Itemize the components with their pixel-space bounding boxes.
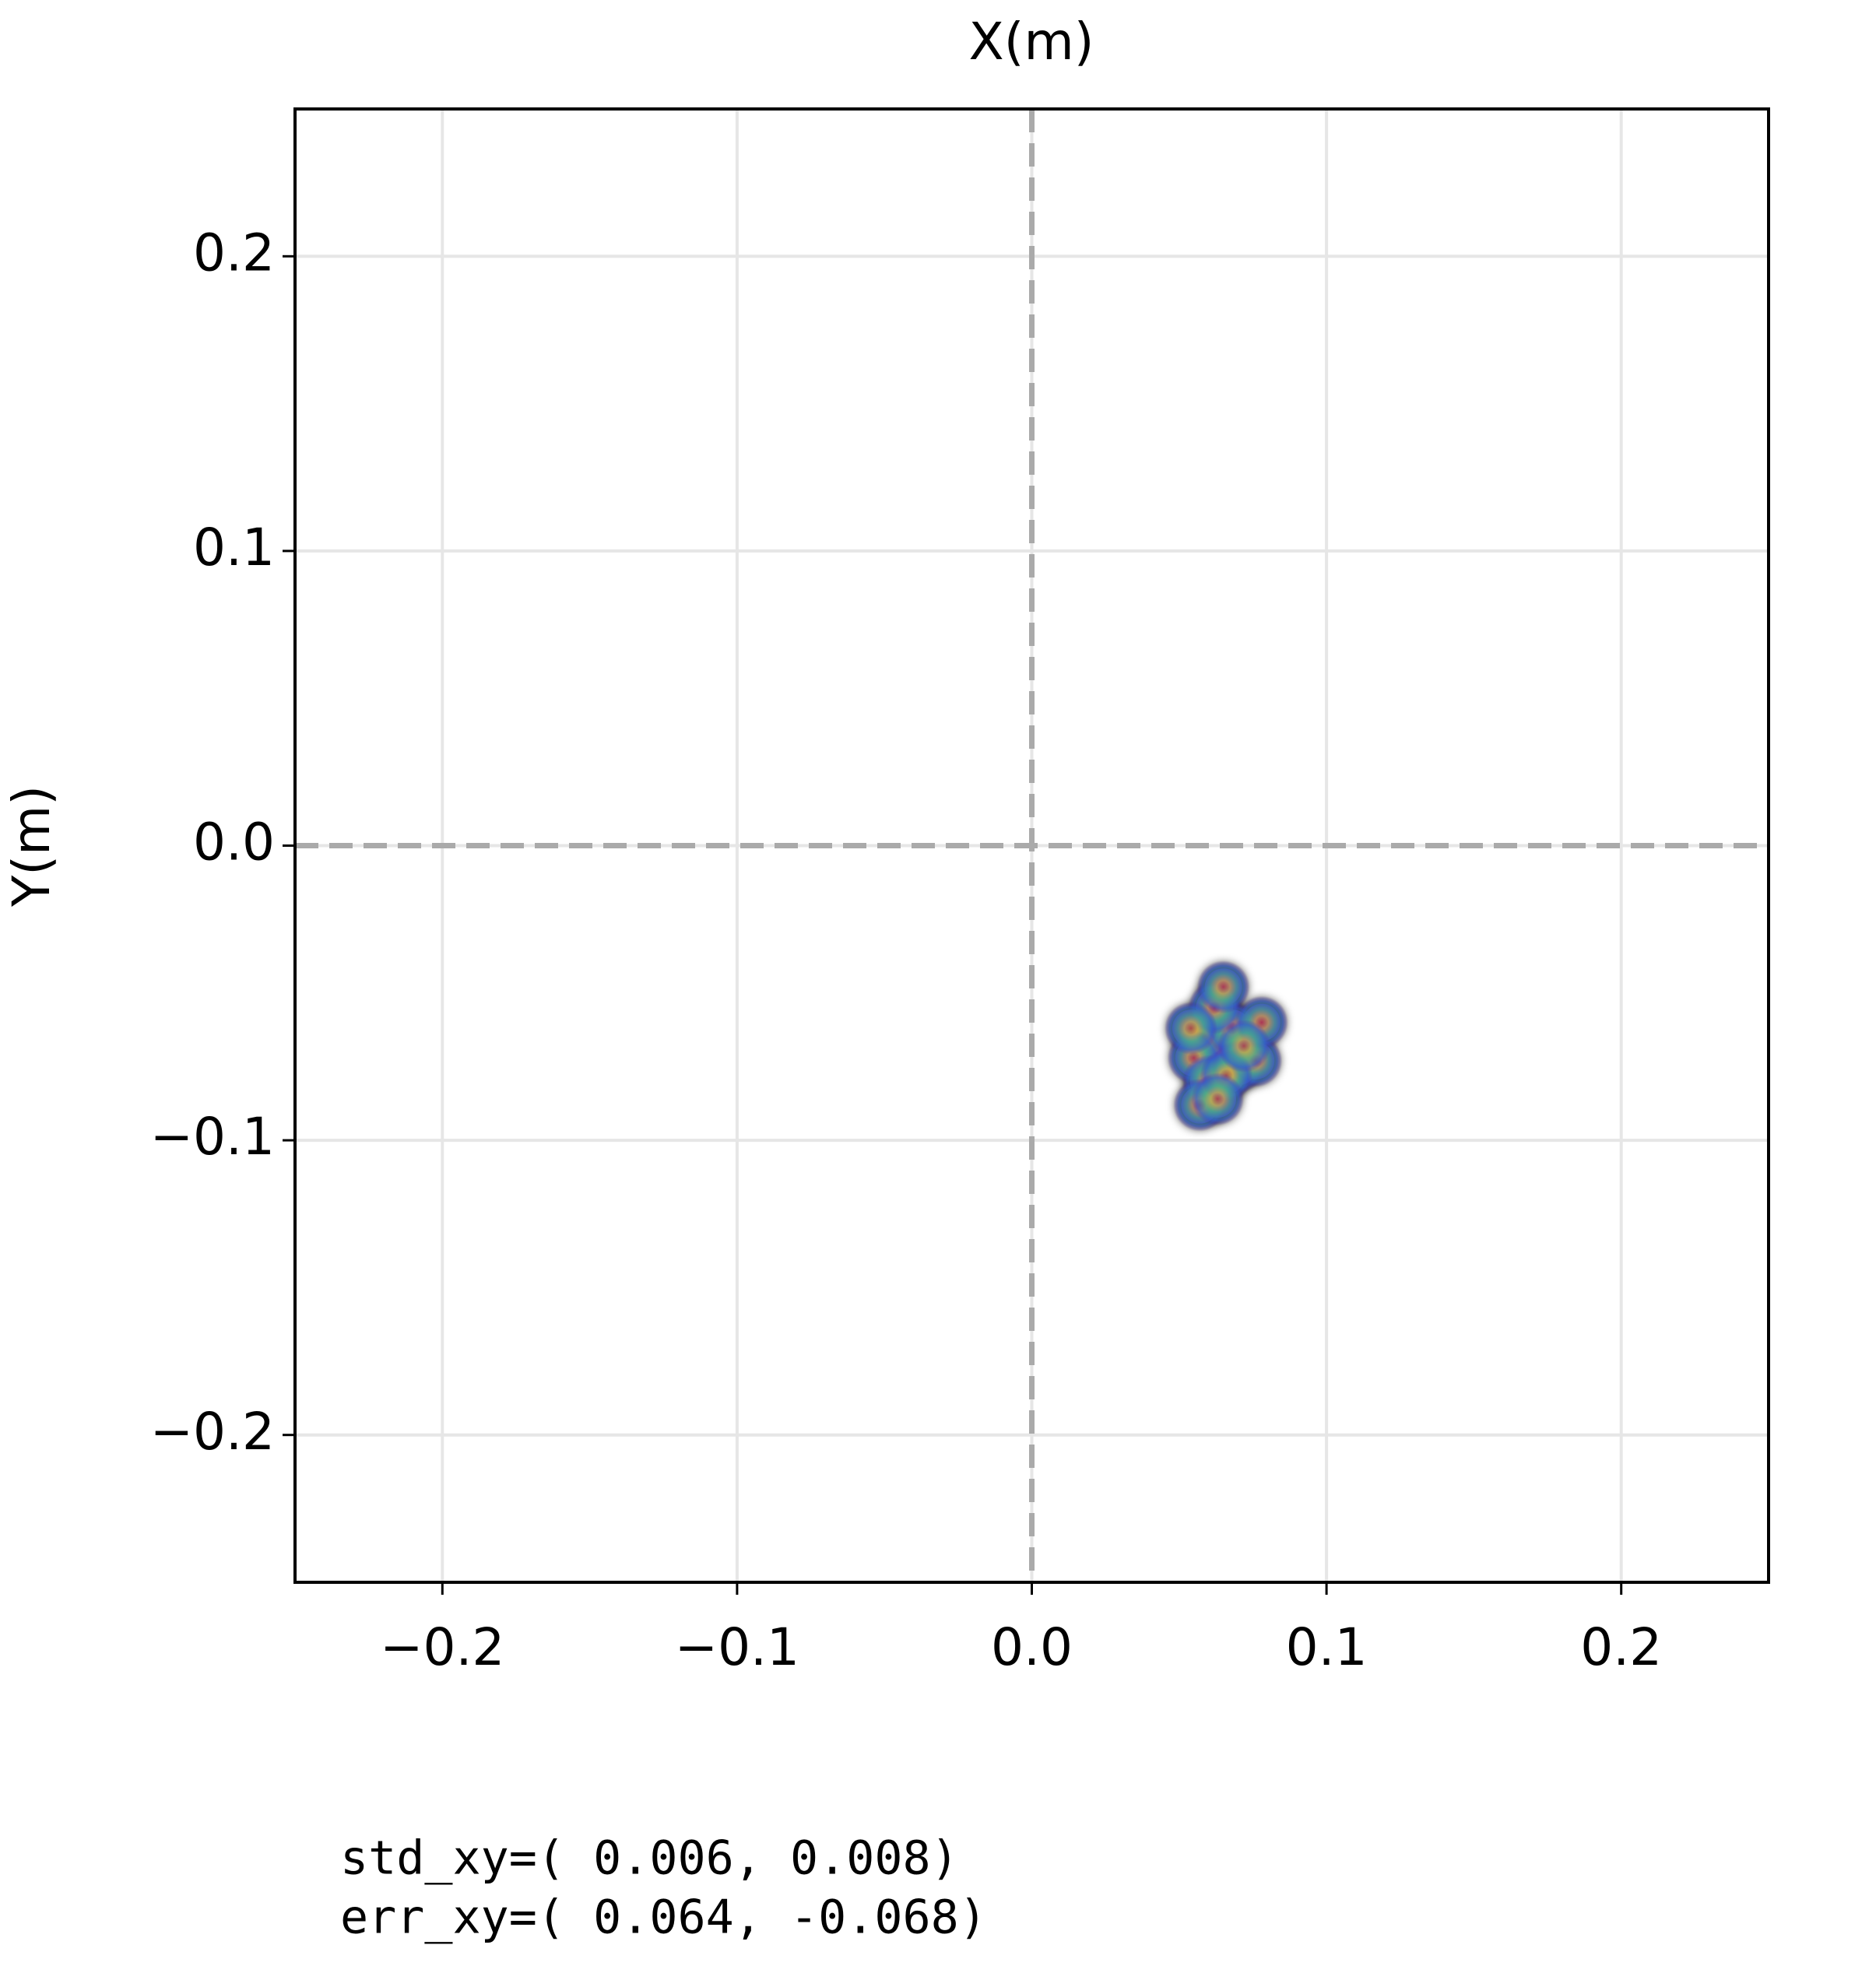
y-tick-label: −0.1 [150, 1107, 275, 1167]
y-axis-label: Y(m) [2, 785, 61, 908]
y-tick-label: 0.1 [193, 518, 275, 578]
point-heat [1196, 960, 1250, 1014]
x-tick-label: −0.2 [380, 1617, 504, 1677]
point-heat [1191, 1072, 1245, 1126]
annotation: std_xy=( 0.006, 0.008) [340, 1831, 959, 1886]
density-core [1164, 960, 1288, 1132]
x-tick-label: −0.1 [675, 1617, 799, 1677]
point-heat [1164, 1002, 1217, 1055]
annotation: err_xy=( 0.064, -0.068) [340, 1890, 987, 1945]
x-tick-label: 0.2 [1580, 1617, 1662, 1677]
y-tick-label: −0.2 [150, 1402, 275, 1462]
y-tick-label: 0.0 [193, 813, 275, 872]
y-tick-label: 0.2 [193, 223, 275, 283]
point-heat [1217, 1019, 1271, 1072]
chart-title: X(m) [968, 12, 1094, 72]
axes-frame [293, 107, 1770, 1584]
x-tick-label: 0.0 [991, 1617, 1073, 1677]
x-tick-label: 0.1 [1286, 1617, 1368, 1677]
